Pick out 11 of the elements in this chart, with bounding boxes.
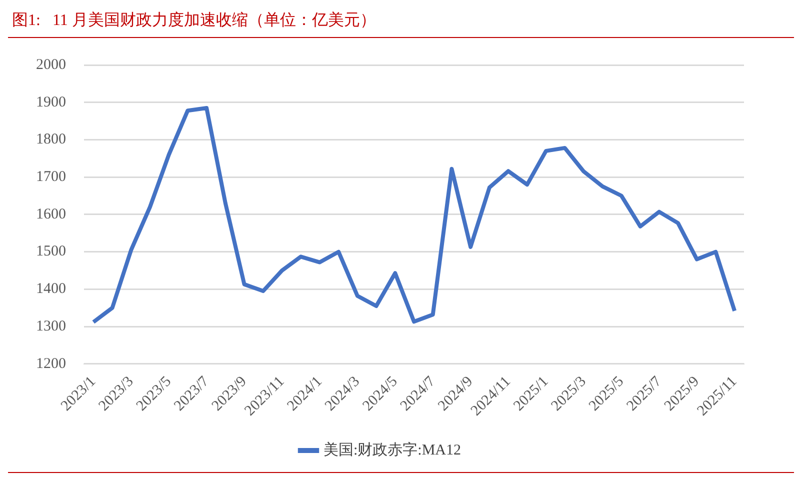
legend-label: 美国:财政赤字:MA12 — [324, 441, 462, 458]
y-tick-label: 1800 — [36, 132, 66, 148]
y-tick-label: 1300 — [36, 318, 66, 334]
y-tick-label: 2000 — [36, 56, 66, 73]
y-tick-label: 1700 — [36, 169, 66, 186]
y-tick-label: 1200 — [36, 356, 66, 372]
chart-title: 图1: 11 月美国财政力度加速收缩（单位：亿美元） — [8, 8, 794, 38]
y-tick-label: 1900 — [36, 94, 66, 110]
y-tick-label: 1400 — [36, 281, 66, 298]
y-tick-label: 1600 — [36, 206, 66, 222]
y-tick-label: 1500 — [36, 244, 66, 260]
